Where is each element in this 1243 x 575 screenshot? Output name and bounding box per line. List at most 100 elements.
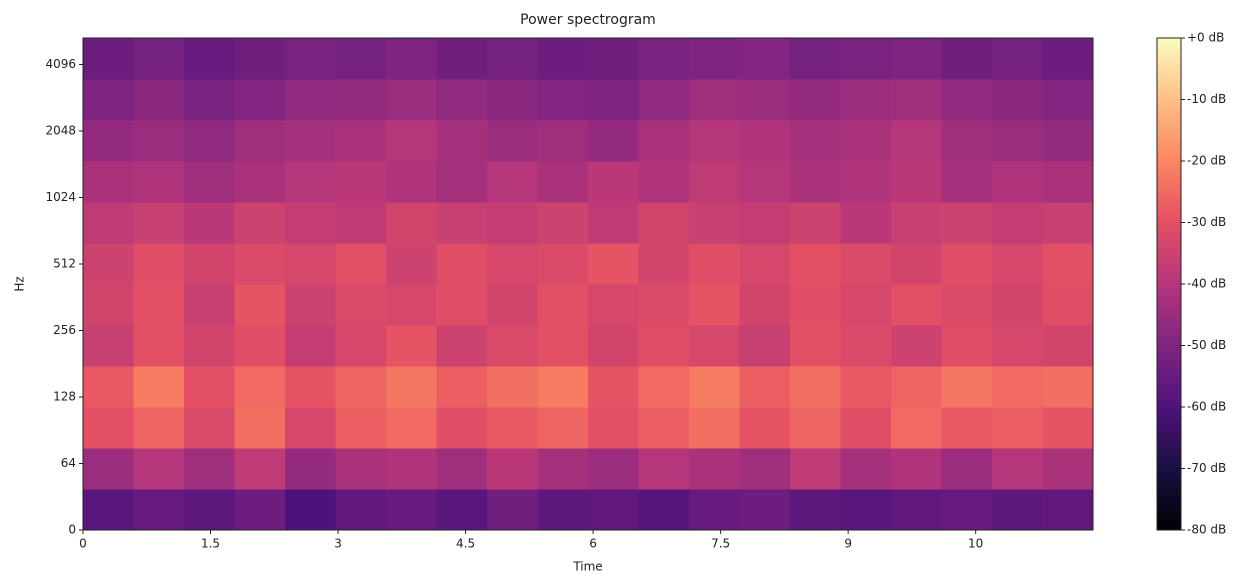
heatmap-cell [335, 366, 387, 408]
heatmap-cell [133, 243, 185, 285]
heatmap-cell [436, 448, 488, 490]
colorbar-tick-label: -60 dB [1187, 400, 1226, 414]
heatmap-cell [840, 161, 892, 203]
heatmap-cell [234, 448, 286, 490]
heatmap-cell [537, 407, 589, 449]
heatmap-cell [588, 202, 639, 244]
heatmap-cell [891, 120, 942, 162]
heatmap-cell [992, 120, 1043, 162]
heatmap-cell [638, 325, 690, 367]
heatmap-cell [739, 448, 791, 490]
heatmap-cell [133, 202, 185, 244]
x-tick-label: 6 [589, 537, 597, 551]
heatmap-cell [941, 243, 993, 285]
heatmap-cell [83, 489, 134, 531]
heatmap-cell [184, 325, 235, 367]
heatmap-cell [992, 38, 1043, 80]
heatmap-cell [386, 202, 437, 244]
heatmap-cell [184, 243, 235, 285]
colorbar-tick-label: -30 dB [1187, 215, 1226, 229]
heatmap-cell [234, 120, 286, 162]
heatmap-cell [386, 243, 437, 285]
heatmap-cell [1042, 161, 1094, 203]
heatmap-cell [992, 161, 1043, 203]
heatmap-cell [184, 120, 235, 162]
heatmap-cell [941, 202, 993, 244]
heatmap-cell [840, 407, 892, 449]
heatmap-cell [83, 366, 134, 408]
heatmap-cell [386, 407, 437, 449]
heatmap-cell [436, 161, 488, 203]
heatmap-cell [638, 284, 690, 326]
heatmap [83, 38, 1094, 531]
heatmap-cell [184, 407, 235, 449]
y-axis-label: Hz [13, 276, 27, 291]
heatmap-cell [234, 243, 286, 285]
heatmap-cell [537, 284, 589, 326]
heatmap-cell [537, 202, 589, 244]
heatmap-cell [739, 120, 791, 162]
heatmap-cell [184, 448, 235, 490]
heatmap-cell [285, 489, 336, 531]
heatmap-cell [1042, 325, 1094, 367]
heatmap-cell [840, 38, 892, 80]
heatmap-cell [638, 38, 690, 80]
y-tick-label: 256 [53, 323, 76, 337]
y-tick-label: 128 [53, 390, 76, 404]
heatmap-cell [941, 489, 993, 531]
heatmap-cell [83, 284, 134, 326]
heatmap-cell [537, 366, 589, 408]
heatmap-cell [537, 325, 589, 367]
heatmap-cell [739, 161, 791, 203]
heatmap-cell [436, 366, 488, 408]
heatmap-cell [537, 38, 589, 80]
heatmap-cell [133, 448, 185, 490]
heatmap-cell [790, 284, 841, 326]
heatmap-cell [1042, 489, 1094, 531]
heatmap-cell [941, 38, 993, 80]
heatmap-cell [234, 489, 286, 531]
heatmap-cell [335, 161, 387, 203]
heatmap-cell [941, 325, 993, 367]
colorbar-tick-label: -70 dB [1187, 461, 1226, 475]
heatmap-cell [386, 489, 437, 531]
heatmap-cell [840, 79, 892, 121]
heatmap-cell [537, 448, 589, 490]
heatmap-cell [840, 284, 892, 326]
heatmap-cell [234, 284, 286, 326]
heatmap-cell [386, 79, 437, 121]
heatmap-cell [285, 202, 336, 244]
heatmap-cell [790, 161, 841, 203]
heatmap-cell [992, 489, 1043, 531]
heatmap-cell [1042, 202, 1094, 244]
heatmap-cell [184, 38, 235, 80]
heatmap-cell [941, 448, 993, 490]
heatmap-cell [992, 448, 1043, 490]
heatmap-cell [891, 448, 942, 490]
heatmap-cell [638, 243, 690, 285]
heatmap-cell [335, 79, 387, 121]
heatmap-cell [1042, 120, 1094, 162]
heatmap-cell [184, 284, 235, 326]
heatmap-cell [689, 202, 740, 244]
heatmap-cell [992, 407, 1043, 449]
heatmap-cell [840, 202, 892, 244]
heatmap-cell [790, 366, 841, 408]
colorbar-tick-label: -10 dB [1187, 92, 1226, 106]
x-tick-label: 7.5 [711, 537, 730, 551]
heatmap-cell [133, 161, 185, 203]
colorbar-tick-label: -80 dB [1187, 523, 1226, 537]
heatmap-cell [891, 284, 942, 326]
heatmap-cell [588, 448, 639, 490]
heatmap-cell [133, 407, 185, 449]
heatmap-cell [487, 448, 538, 490]
heatmap-cell [790, 325, 841, 367]
x-tick-label: 0 [79, 537, 87, 551]
heatmap-cell [739, 243, 791, 285]
heatmap-cell [234, 325, 286, 367]
heatmap-cell [335, 38, 387, 80]
heatmap-cell [487, 489, 538, 531]
heatmap-cell [83, 38, 134, 80]
y-tick-label: 2048 [45, 124, 76, 138]
colorbar-tick-label: -20 dB [1187, 154, 1226, 168]
